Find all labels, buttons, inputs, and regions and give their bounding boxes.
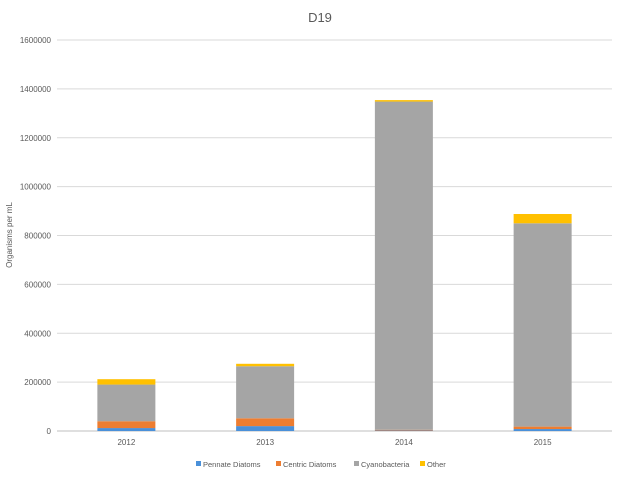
chart-title: D19 bbox=[308, 10, 332, 25]
bar-segment-centric-diatoms-2012 bbox=[97, 421, 155, 428]
legend-swatch bbox=[196, 461, 201, 466]
bar-segment-pennate-diatoms-2015 bbox=[514, 429, 572, 431]
x-tick-label: 2012 bbox=[117, 438, 135, 447]
bar-segment-cyanobacteria-2015 bbox=[514, 223, 572, 426]
bar-segment-centric-diatoms-2014 bbox=[375, 430, 433, 431]
y-axis-label: Organisms per mL bbox=[5, 202, 14, 268]
bar-segment-pennate-diatoms-2012 bbox=[97, 428, 155, 431]
bar-segment-cyanobacteria-2014 bbox=[375, 102, 433, 430]
legend-label: Cyanobacteria bbox=[361, 460, 410, 469]
y-tick-label: 1600000 bbox=[20, 36, 52, 45]
legend-swatch bbox=[354, 461, 359, 466]
bars bbox=[97, 100, 571, 431]
bar-segment-centric-diatoms-2015 bbox=[514, 427, 572, 429]
x-tick-label: 2013 bbox=[256, 438, 274, 447]
legend-label: Pennate Diatoms bbox=[203, 460, 261, 469]
y-tick-label: 200000 bbox=[24, 378, 51, 387]
bar-segment-cyanobacteria-2012 bbox=[97, 385, 155, 422]
bar-segment-pennate-diatoms-2013 bbox=[236, 426, 294, 431]
legend-swatch bbox=[276, 461, 281, 466]
bar-segment-other-2015 bbox=[514, 214, 572, 223]
bar-segment-other-2012 bbox=[97, 379, 155, 384]
y-tick-label: 1200000 bbox=[20, 134, 52, 143]
y-tick-label: 1400000 bbox=[20, 85, 52, 94]
y-tick-label: 1000000 bbox=[20, 183, 52, 192]
bar-segment-cyanobacteria-2013 bbox=[236, 366, 294, 418]
y-tick-label: 600000 bbox=[24, 280, 51, 289]
legend: Pennate Diatoms Centric Diatoms Cyanobacte… bbox=[196, 460, 446, 469]
legend-label: Other bbox=[427, 460, 446, 469]
x-tick-label: 2014 bbox=[395, 438, 413, 447]
bar-segment-other-2013 bbox=[236, 364, 294, 366]
x-axis-ticks: 2012 2013 2014 2015 bbox=[117, 438, 552, 447]
x-tick-label: 2015 bbox=[534, 438, 552, 447]
y-tick-label: 0 bbox=[47, 427, 52, 436]
y-tick-label: 400000 bbox=[24, 329, 51, 338]
legend-swatch bbox=[420, 461, 425, 466]
y-axis-ticks: 0 200000 400000 600000 800000 1000000 1200000 1… bbox=[20, 36, 52, 436]
bar-segment-centric-diatoms-2013 bbox=[236, 418, 294, 426]
y-tick-label: 800000 bbox=[24, 232, 51, 241]
legend-label: Centric Diatoms bbox=[283, 460, 337, 469]
bar-segment-other-2014 bbox=[375, 100, 433, 101]
